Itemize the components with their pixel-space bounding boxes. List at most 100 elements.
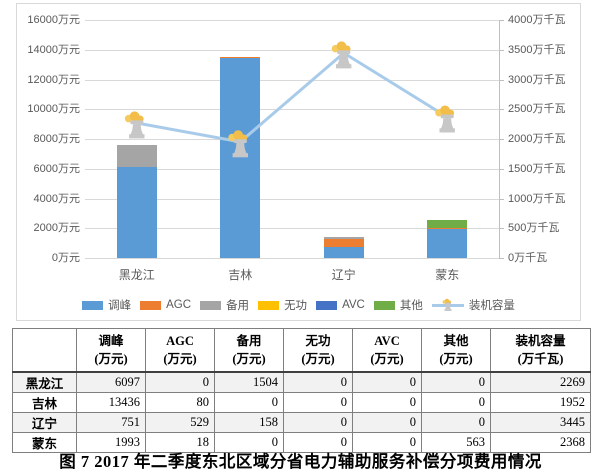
value-cell: 1993 [76,432,146,453]
bar-segment-备用 [323,236,364,239]
row-label-cell: 辽宁 [12,412,77,433]
gridline [85,109,499,111]
row-label-cell: 吉林 [12,392,77,413]
value-cell: 0 [283,371,353,393]
category-label: 吉林 [228,268,253,282]
right-axis-tick-label: 500万千瓦 [508,222,560,235]
right-axis-tick [499,198,504,200]
left-axis-tick-label: 6000万元 [33,162,80,175]
left-axis-tick-label: 14000万元 [27,43,80,56]
right-axis-tick [499,20,504,21]
left-axis-tick-label: 2000万元 [33,222,80,235]
table-body: 黑龙江 6097 0 1504 0 0 0 2269 吉林 13436 80 0 0 0 0 1952 辽宁 75… [12,371,591,453]
legend-item-无功: 无功 [258,297,307,313]
table-header-cell: AVC (万元) [352,328,422,373]
table-header-cell: 调峰 (万元) [76,328,146,373]
left-axis-tick-label: 10000万元 [27,103,80,116]
table-header-cell: 装机容量 (万千瓦) [490,328,591,373]
gridline [85,139,499,140]
legend-swatch [200,300,222,310]
value-cell: 0 [352,392,422,413]
legend-item-备用: 备用 [200,297,249,313]
right-axis-tick-label: 1000万千瓦 [508,192,566,205]
left-axis-tick-label: 0万元 [51,252,80,264]
cooling-tower-marker-icon [124,111,145,139]
right-axis-tick-label: 1500万千瓦 [508,162,566,175]
chart-legend: 调峰 AGC 备用 无功 AVC 其他 装机容量 [17,297,580,313]
value-cell: 6097 [76,371,146,393]
right-axis-tick-label: 3500万千瓦 [508,43,566,56]
gridline [85,168,499,170]
figure-caption: 图 7 2017 年二季度东北区域分省电力辅助服务补偿分项费用情况 [59,452,542,471]
value-cell: 0 [283,392,353,413]
gridline [85,79,499,81]
legend-label: 装机容量 [468,300,515,312]
right-axis-tick-label: 3000万千瓦 [508,73,566,86]
gridline [85,228,499,230]
value-cell: 0 [145,371,215,393]
right-axis-tick-label: 2000万千瓦 [508,133,566,145]
legend-label: 备用 [226,300,250,312]
table-header-cell: AGC (万元) [145,328,215,373]
legend-item-AVC: AVC [316,299,365,311]
bar-segment-AGC [323,239,364,247]
cooling-tower-marker-icon [331,41,352,69]
legend-label: 调峰 [108,300,132,312]
value-cell: 0 [421,412,491,433]
gridline [85,258,499,259]
bar-segment-调峰 [323,246,364,258]
gridline [85,20,499,21]
right-axis-tick [499,258,504,259]
bar-segment-AGC [220,56,261,59]
value-cell: 529 [145,412,215,433]
value-cell: 0 [352,412,422,433]
bar-segment-其他 [427,219,468,229]
row-label-cell: 蒙东 [12,432,77,453]
value-cell: 158 [214,412,284,433]
left-axis-tick-label: 12000万元 [27,73,80,86]
right-axis-tick-label: 2500万千瓦 [508,103,566,116]
legend-item-调峰: 调峰 [82,297,131,313]
legend-label: AVC [342,299,365,311]
data-table: 调峰 (万元) AGC (万元) 备用 (万元) 无功 (万元) AVC (万元) 其他 (万元) 装机… [12,328,591,453]
left-axis-tick-label: 16000万元 [27,14,80,26]
value-cell: 3445 [490,412,591,433]
legend-swatch [258,300,280,310]
bar-segment-备用 [116,144,157,168]
value-cell: 0 [421,371,491,393]
legend-swatch [316,300,338,310]
value-cell: 563 [421,432,491,453]
table-header-cell: 无功 (万元) [283,328,353,373]
left-axis-tick-label: 4000万元 [33,192,80,205]
category-label: 辽宁 [331,268,356,282]
bar-segment-调峰 [116,167,157,258]
gridline [85,198,499,200]
gridline [85,49,499,51]
legend-line-swatch [431,297,464,313]
legend-item-其他: 其他 [373,297,423,313]
legend-swatch [373,300,395,310]
left-axis-tick-label: 8000万元 [33,133,80,145]
value-cell: 0 [283,412,353,433]
installed-capacity-line [135,51,449,144]
legend-swatch [140,300,162,310]
table-header: 调峰 (万元) AGC (万元) 备用 (万元) 无功 (万元) AVC (万元) 其他 (万元) 装机… [12,328,591,373]
table-header-cell: 备用 (万元) [214,328,284,373]
value-cell: 18 [145,432,215,453]
table-row-辽宁: 辽宁 751 529 158 0 0 0 3445 [12,412,591,433]
right-axis-tick [499,139,504,140]
combo-chart: 0万元 2000万元 4000万元 6000万元 8000万元 10000万元 12000万… [16,3,581,321]
legend-item-AGC: AGC [140,299,191,311]
value-cell: 1952 [490,392,591,413]
table-row-黑龙江: 黑龙江 6097 0 1504 0 0 0 2269 [12,371,591,393]
value-cell: 2269 [490,371,591,393]
right-axis-tick-label: 0万千瓦 [508,252,548,264]
category-label: 黑龙江 [118,268,155,282]
category-label: 蒙东 [435,268,460,282]
value-cell: 80 [145,392,215,413]
value-cell: 1504 [214,371,284,393]
right-axis-tick [499,109,504,111]
right-axis-tick [499,49,504,51]
bar-segment-调峰 [220,58,261,258]
value-cell: 0 [214,392,284,413]
